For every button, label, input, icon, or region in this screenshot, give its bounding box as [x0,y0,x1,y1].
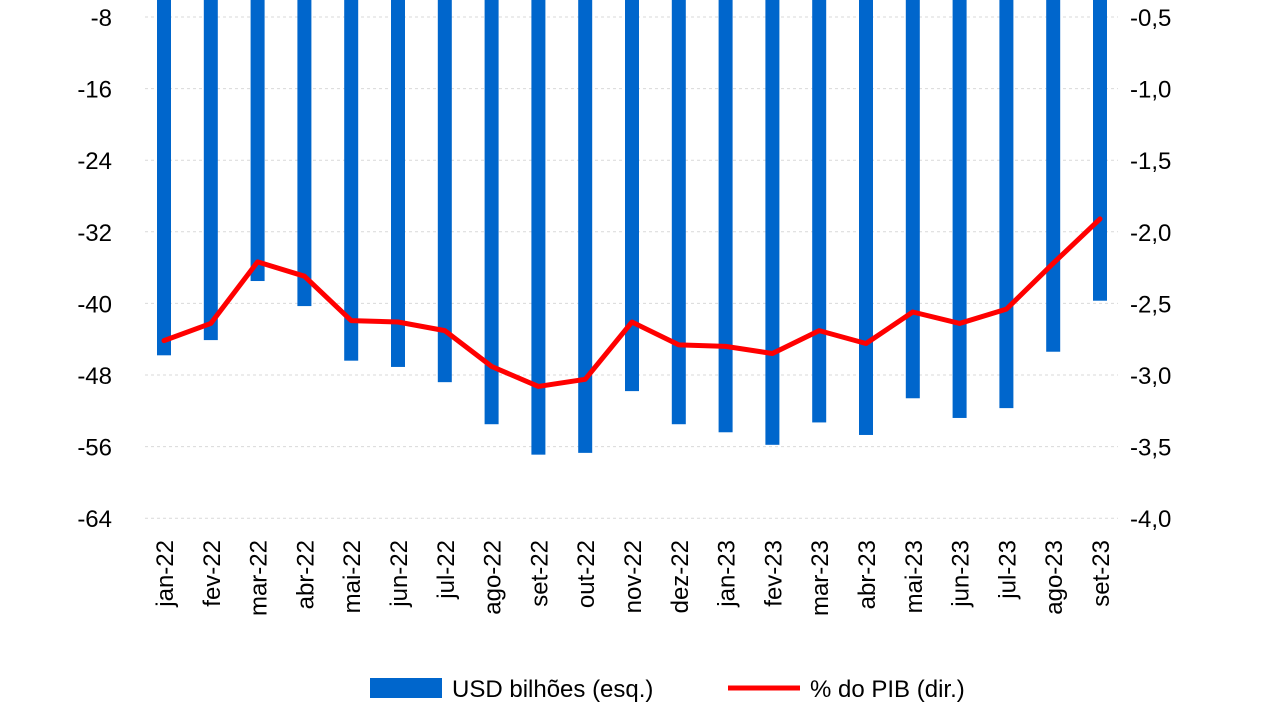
x-tick-label: ago-22 [480,540,507,615]
x-tick-label: fev-22 [199,540,226,607]
bar [578,0,593,453]
legend: USD bilhões (esq.) % do PIB (dir.) [370,676,965,703]
bar [531,0,546,455]
x-tick-label: mar-23 [807,540,834,616]
x-tick-label: mar-22 [246,540,273,616]
left-tick-label: -40 [77,291,112,318]
x-tick-label: jun-22 [386,540,413,608]
bar [484,0,499,425]
left-tick-label: -8 [91,5,112,32]
bar [765,0,780,445]
bar [952,0,967,418]
x-tick-label: jan-23 [714,540,741,608]
bar [671,0,686,425]
bar-series [157,0,1107,455]
bar [812,0,827,423]
x-tick-label: jan-22 [152,540,179,608]
x-axis: jan-22 fev-22 mar-22 abr-22 mai-22 jun-22 jul-… [152,540,1115,616]
bar [718,0,733,433]
left-tick-label: -48 [77,363,112,390]
bar [999,0,1014,409]
right-tick-label: -2,0 [1130,220,1171,247]
bar [625,0,639,392]
x-tick-label: fev-23 [760,540,787,607]
bar [1046,0,1061,352]
x-tick-label: abr-23 [854,540,881,609]
line-series [161,216,1103,389]
bar [203,0,218,341]
right-tick-label: -1,5 [1130,148,1171,175]
x-tick-label: dez-22 [667,540,694,613]
x-tick-label: jun-23 [948,540,975,608]
left-tick-label: -32 [77,220,112,247]
x-tick-label: mai-22 [339,540,366,613]
x-tick-label: set-22 [526,540,553,607]
left-tick-label: -16 [77,77,112,104]
left-axis: -8 -16 -24 -32 -40 -48 -56 -64 [77,5,112,533]
right-tick-label: -4,0 [1130,506,1171,533]
x-tick-label: out-22 [573,540,600,608]
left-tick-label: -64 [77,506,112,533]
x-tick-label: abr-22 [292,540,319,609]
bar [391,0,405,367]
x-tick-label: jul-22 [433,540,460,600]
right-tick-label: -2,5 [1130,291,1171,318]
right-tick-label: -1,0 [1130,77,1171,104]
x-tick-label: nov-22 [620,540,647,613]
bar [905,0,920,399]
legend-line-label: % do PIB (dir.) [810,676,965,703]
right-tick-label: -0,5 [1130,5,1171,32]
right-tick-label: -3,5 [1130,435,1171,462]
bar [297,0,312,307]
right-axis: -0,5 -1,0 -1,5 -2,0 -2,5 -3,0 -3,5 -4,0 [1130,5,1171,533]
x-tick-label: mai-23 [901,540,928,613]
left-tick-label: -56 [77,435,112,462]
right-tick-label: -3,0 [1130,363,1171,390]
bar [344,0,359,361]
x-tick-label: set-23 [1088,540,1115,607]
bar [1093,0,1107,301]
bar [250,0,265,282]
legend-bar-swatch [370,678,442,698]
bar [437,0,452,383]
x-tick-label: jul-23 [994,540,1021,600]
x-tick-label: ago-23 [1041,540,1068,615]
pib-line [161,216,1103,389]
bar [157,0,171,356]
left-tick-label: -24 [77,148,112,175]
bar [859,0,873,435]
legend-bar-label: USD bilhões (esq.) [452,676,653,703]
